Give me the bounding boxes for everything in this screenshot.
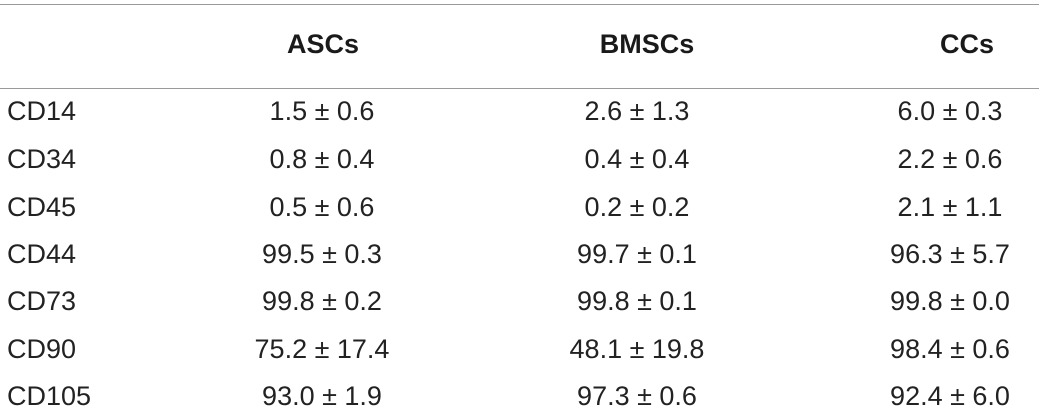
cell-ascs: 0.8 ± 0.4 — [269, 144, 375, 174]
cell-ascs: 75.2 ± 17.4 — [254, 334, 390, 364]
table-row: CD14 1.5 ± 0.6 2.6 ± 1.3 6.0 ± 0.3 — [0, 88, 1039, 135]
cell-ascs: 93.0 ± 1.9 — [262, 381, 382, 411]
row-marker: CD14 — [7, 96, 77, 126]
row-marker: CD90 — [7, 334, 77, 364]
table-row: CD34 0.8 ± 0.4 0.4 ± 0.4 2.2 ± 0.6 — [0, 136, 1039, 183]
cell-bmscs: 99.8 ± 0.1 — [577, 286, 697, 316]
table-header-rule — [0, 88, 1039, 89]
table-row: CD90 75.2 ± 17.4 48.1 ± 19.8 98.4 ± 0.6 — [0, 326, 1039, 373]
cell-bmscs: 48.1 ± 19.8 — [569, 334, 705, 364]
cell-bmscs: 0.4 ± 0.4 — [584, 144, 690, 174]
cell-ascs: 99.8 ± 0.2 — [262, 286, 382, 316]
cell-ccs: 98.4 ± 0.6 — [890, 334, 1010, 364]
row-marker: CD45 — [7, 192, 77, 222]
cell-ccs: 96.3 ± 5.7 — [890, 239, 1010, 269]
header-ccs: CCs — [939, 29, 994, 59]
cell-ccs: 6.0 ± 0.3 — [897, 96, 1003, 126]
cell-bmscs: 0.2 ± 0.2 — [584, 192, 690, 222]
cell-bmscs: 99.7 ± 0.1 — [577, 239, 697, 269]
cell-ascs: 0.5 ± 0.6 — [269, 192, 375, 222]
table-top-rule — [0, 4, 1039, 5]
cell-ccs: 2.1 ± 1.1 — [897, 192, 1003, 222]
header-ascs: ASCs — [286, 29, 360, 59]
table-row: CD73 99.8 ± 0.2 99.8 ± 0.1 99.8 ± 0.0 — [0, 278, 1039, 325]
table-row: CD105 93.0 ± 1.9 97.3 ± 0.6 92.4 ± 6.0 — [0, 373, 1039, 420]
cell-ccs: 92.4 ± 6.0 — [890, 381, 1010, 411]
row-marker: CD34 — [7, 144, 77, 174]
cell-bmscs: 2.6 ± 1.3 — [584, 96, 690, 126]
cell-ccs: 2.2 ± 0.6 — [897, 144, 1003, 174]
cell-ascs: 1.5 ± 0.6 — [269, 96, 375, 126]
row-marker: CD105 — [7, 381, 92, 411]
header-bmscs: BMSCs — [599, 29, 695, 59]
table-header-row: ASCs BMSCs CCs — [0, 24, 1039, 64]
cell-bmscs: 97.3 ± 0.6 — [577, 381, 697, 411]
row-marker: CD44 — [7, 239, 77, 269]
table-row: CD45 0.5 ± 0.6 0.2 ± 0.2 2.1 ± 1.1 — [0, 184, 1039, 231]
cell-ccs: 99.8 ± 0.0 — [890, 286, 1010, 316]
table-row: CD44 99.5 ± 0.3 99.7 ± 0.1 96.3 ± 5.7 — [0, 231, 1039, 278]
row-marker: CD73 — [7, 286, 77, 316]
cell-ascs: 99.5 ± 0.3 — [262, 239, 382, 269]
